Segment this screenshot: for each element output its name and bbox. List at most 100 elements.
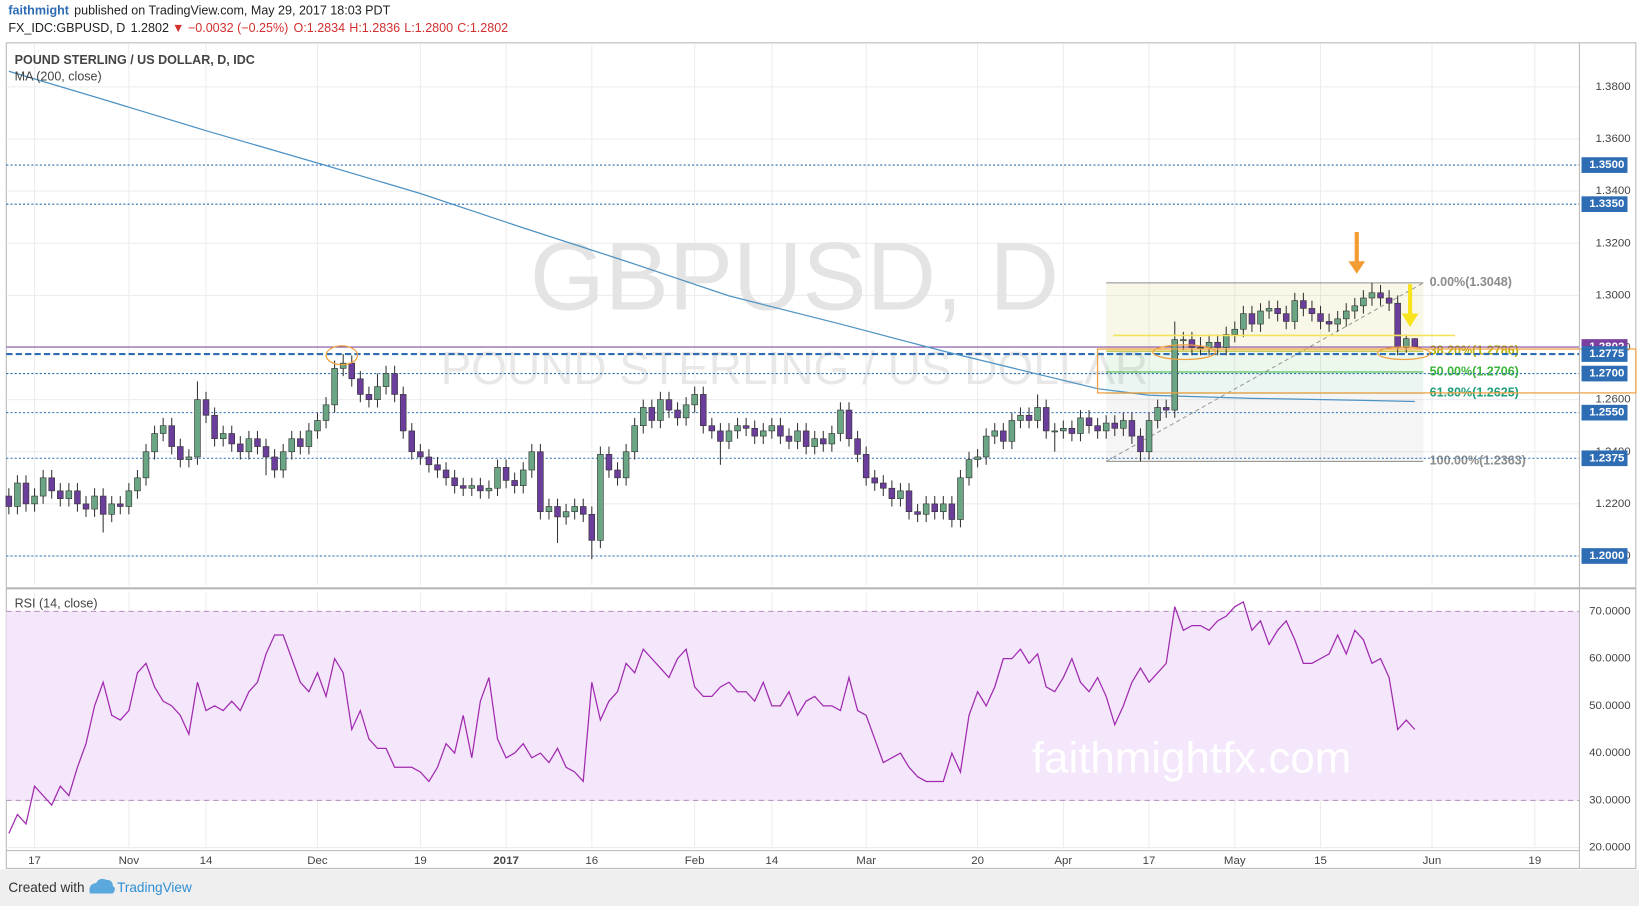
y-tick-label: 1.3400: [1595, 185, 1630, 197]
candle-body: [202, 399, 210, 416]
candle-body: [417, 451, 424, 458]
candle-body: [305, 430, 313, 447]
candle-body: [1265, 308, 1273, 312]
x-tick-label: Nov: [119, 855, 140, 867]
fib-label: 100.00%(1.2363): [1430, 454, 1526, 468]
candle-body: [537, 451, 544, 513]
y-tick-label: 1.3000: [1595, 289, 1630, 301]
publish-line: faithmight published on TradingView.com, …: [8, 4, 390, 18]
footer-bar: [0, 869, 1639, 906]
high: H:1.2836: [349, 22, 400, 36]
candle-body: [1025, 414, 1033, 421]
candle-body: [674, 409, 681, 419]
x-tick-label: 16: [585, 855, 598, 867]
candle-body: [931, 503, 938, 513]
candle-body: [108, 503, 115, 515]
candle-body: [682, 404, 690, 419]
published: published on TradingView.com, May 29, 20…: [74, 4, 390, 18]
candle-body: [811, 438, 818, 447]
candle-body: [1257, 310, 1264, 325]
x-tick-label: 2017: [493, 855, 519, 867]
x-tick-label: 14: [200, 855, 213, 867]
candle-body: [254, 438, 261, 447]
candle-body: [1180, 339, 1187, 342]
candle-body: [117, 503, 124, 507]
candle-body: [31, 495, 38, 505]
candle-body: [802, 430, 810, 447]
candle-body: [571, 506, 578, 513]
candle-body: [665, 399, 673, 411]
frame: [5, 42, 1637, 869]
candle-body: [982, 435, 990, 458]
candle-body: [14, 482, 21, 507]
candle-body: [948, 503, 956, 520]
price-label: 1.2375: [1589, 452, 1625, 464]
candle-body: [545, 506, 553, 513]
x-tick-label: Jun: [1423, 855, 1442, 867]
low: L:1.2800: [404, 22, 453, 36]
candle-body: [605, 454, 613, 471]
annotation-circle: [1152, 344, 1217, 361]
candle-body: [777, 425, 784, 437]
candle-body: [434, 464, 441, 471]
candle-body: [905, 490, 913, 513]
y-tick-label: 40.0000: [1589, 747, 1631, 759]
candle-body: [1351, 305, 1359, 312]
candle-body: [717, 430, 724, 442]
candle-body: [1248, 313, 1256, 325]
candle-body: [502, 467, 510, 481]
y-tick-label: 50.0000: [1589, 700, 1631, 712]
ma-line: [8, 70, 1415, 403]
candle-body: [845, 409, 853, 440]
candle-body: [391, 373, 398, 395]
candle-body: [1317, 313, 1324, 322]
x-tick-label: Apr: [1054, 855, 1072, 867]
fib-band: [1106, 351, 1424, 373]
user[interactable]: faithmight: [8, 4, 69, 18]
annotations: [325, 231, 1637, 394]
candle-body: [640, 407, 647, 427]
rsi-pane: 20.0000 30.0000 40.0000 50.0000 60.0000 70.00…: [6, 592, 1631, 854]
last: 1.2802: [131, 22, 169, 36]
candle-body: [597, 454, 604, 541]
y-tick-label: 30.0000: [1589, 794, 1631, 806]
x-tick-label: 19: [414, 855, 427, 867]
candle-body: [348, 362, 356, 380]
candle-body: [408, 430, 416, 453]
candle-body: [1102, 422, 1110, 432]
fib-label: 0.00%(1.3048): [1430, 275, 1512, 289]
candle-body: [1077, 417, 1084, 434]
change: ▼ −0.0032 (−0.25%): [172, 22, 288, 36]
candle-body: [82, 503, 90, 510]
candle-body: [897, 490, 904, 499]
candle-body: [1034, 407, 1041, 421]
candle-body: [48, 477, 55, 492]
pane-title: POUND STERLING / US DOLLAR, D, IDC: [15, 53, 255, 67]
candle-body: [459, 485, 467, 489]
candle-body: [1308, 308, 1316, 314]
x-tick-label: 17: [1143, 855, 1156, 867]
y-tick-label: 1.3800: [1595, 81, 1630, 93]
fib-band: [1106, 372, 1424, 394]
candle-body: [1162, 407, 1170, 411]
candle-body: [1008, 420, 1016, 442]
y-tick-label: 1.3600: [1595, 133, 1630, 145]
price-label: 1.3500: [1589, 159, 1624, 171]
candle-body: [1068, 427, 1076, 434]
candle-body: [554, 506, 561, 518]
candle-body: [142, 451, 150, 479]
candle-body: [1394, 302, 1401, 348]
watermark: GBPUSD, D: [530, 224, 1059, 331]
footer-brand[interactable]: TradingView: [117, 880, 192, 895]
fib-label: 50.00%(1.2706): [1430, 364, 1519, 378]
candle-body: [1222, 334, 1230, 348]
price-label-box: [1581, 365, 1628, 382]
candle-body: [1085, 417, 1093, 427]
candle-body: [237, 443, 244, 453]
y-tick-label: 1.3200: [1595, 237, 1630, 249]
candle-body: [1060, 427, 1067, 432]
candle-body: [57, 490, 64, 499]
candle-body: [991, 430, 998, 437]
candle-body: [700, 394, 707, 427]
annotation-box: [1096, 348, 1637, 394]
